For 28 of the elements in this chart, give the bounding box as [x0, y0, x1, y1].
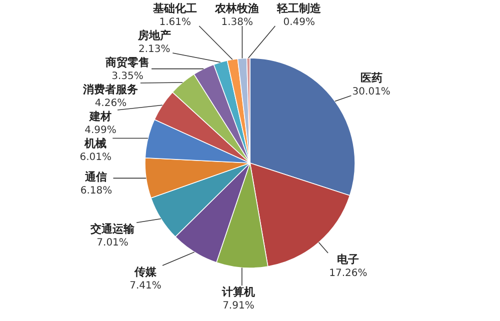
- slice-label: 商贸零售: [104, 56, 150, 69]
- slice-label: 传媒: [134, 266, 158, 279]
- data-label: 30.01%: [352, 86, 390, 98]
- slice-label: 房地产: [136, 29, 171, 42]
- data-label: 17.26%: [329, 268, 368, 280]
- slice-label: 交通运输: [90, 222, 136, 236]
- data-label: 3.35%: [112, 71, 144, 82]
- slice-label: 计算机: [220, 286, 255, 299]
- data-label: 0.49%: [283, 17, 316, 28]
- slice-label: 消费者服务: [82, 83, 138, 96]
- data-label: 6.01%: [80, 152, 112, 163]
- slice-label: 建材: [88, 110, 112, 123]
- data-label: 4.26%: [94, 98, 127, 109]
- slice-label: 轻工制造: [276, 2, 322, 15]
- data-label: 1.38%: [221, 17, 254, 28]
- data-label: 7.01%: [96, 238, 128, 249]
- slice-label: 机械: [84, 137, 107, 150]
- data-label: 1.61%: [159, 17, 192, 28]
- slice-label: 通信: [84, 170, 108, 184]
- data-label: 7.41%: [130, 280, 162, 292]
- slice-label: 农林牧渔: [214, 2, 260, 15]
- data-label: 6.18%: [80, 186, 112, 197]
- data-label: 4.99%: [84, 125, 116, 136]
- slice-label: 电子: [337, 253, 360, 266]
- data-label: 2.13%: [138, 44, 170, 55]
- slice-label: 医药: [360, 72, 382, 85]
- slice-label: 基础化工: [152, 2, 198, 15]
- data-label: 7.91%: [222, 300, 254, 312]
